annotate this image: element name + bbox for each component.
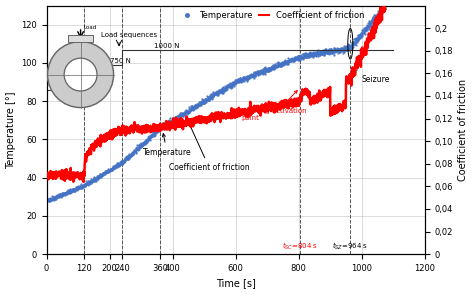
Text: 1000 N: 1000 N: [154, 43, 179, 49]
Text: 250 N: 250 N: [48, 81, 69, 87]
Text: 750 N: 750 N: [110, 58, 131, 64]
Circle shape: [64, 58, 97, 91]
Text: $t_{SC}$=804 s: $t_{SC}$=804 s: [282, 240, 318, 252]
Text: Temperature: Temperature: [143, 134, 191, 157]
Y-axis label: Temperature [°]: Temperature [°]: [6, 91, 16, 169]
Bar: [68, 35, 93, 42]
Text: Seizure: Seizure: [354, 70, 390, 84]
Text: Load sequences: Load sequences: [101, 32, 157, 38]
Text: Coefficient of friction: Coefficient of friction: [169, 122, 249, 172]
Legend: Temperature, Coefficient of friction: Temperature, Coefficient of friction: [179, 7, 368, 23]
Text: 500 N: 500 N: [85, 69, 106, 75]
Circle shape: [47, 42, 114, 108]
Text: $t_{SZ}$=964 s: $t_{SZ}$=964 s: [332, 240, 368, 252]
Text: Scuffing activation
point: Scuffing activation point: [241, 91, 307, 121]
Y-axis label: Coefficient of friction: Coefficient of friction: [458, 79, 468, 181]
Text: Load: Load: [83, 25, 97, 30]
X-axis label: Time [s]: Time [s]: [216, 278, 255, 288]
